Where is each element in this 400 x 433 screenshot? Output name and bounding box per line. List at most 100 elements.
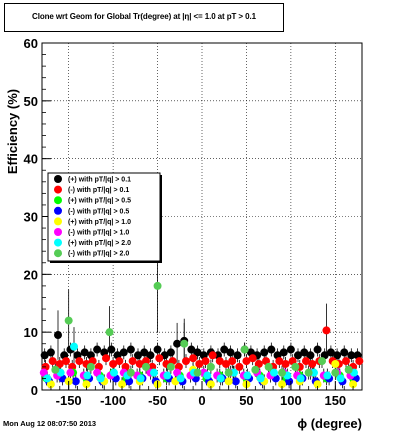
data-point [153,281,162,290]
data-point [96,374,105,383]
data-point [203,371,212,380]
data-point [220,345,229,354]
data-point [226,348,235,357]
data-point [153,345,162,354]
data-point [248,354,257,363]
data-point [193,348,202,357]
data-point [155,354,164,363]
data-point [195,359,204,368]
data-point [251,365,260,374]
data-point [331,368,340,377]
y-tick-label: 20 [24,267,38,282]
x-tick-label: 0 [198,393,205,408]
data-point [146,351,155,360]
data-point [313,345,322,354]
data-point [304,368,313,377]
legend-label: (-) with pT/|q| > 0.5 [68,208,129,215]
data-point [166,348,175,357]
data-point [294,351,302,360]
legend-label: (-) with pT/|q| > 2.0 [68,251,129,258]
data-point [235,362,244,371]
data-point [189,354,198,363]
data-point [206,362,215,371]
data-point [275,357,284,366]
data-point [75,357,84,366]
legend-marker [54,185,62,194]
title-box: Clone wrt Geom for Global Tr(degree) at … [4,3,284,32]
data-point [80,348,89,357]
data-point [70,342,78,351]
data-point [182,357,190,366]
legend-marker [54,217,62,226]
data-point [336,374,345,383]
data-point [118,380,126,389]
data-point [206,380,215,389]
data-point [135,359,144,368]
legend-box [47,172,161,262]
data-point [224,368,233,377]
data-point [201,357,210,366]
legend-label: (+) with pT/|q| > 1.0 [68,219,131,226]
data-point [340,348,349,357]
legend-label: (+) with pT/|q| > 2.0 [68,240,131,247]
y-tick-label: 30 [24,210,38,225]
data-point [279,348,288,357]
legend-label: (-) with pT/|q| > 1.0 [68,230,129,237]
data-point [46,348,55,357]
data-point [233,351,242,360]
data-point [300,348,309,357]
data-point [86,362,95,371]
data-point [215,357,224,366]
data-point [222,359,230,368]
data-point [93,345,102,354]
y-tick-label: 60 [24,36,38,51]
data-point [256,374,265,383]
y-tick-label: 40 [24,152,38,167]
data-point [333,351,342,360]
y-axis-title: Efficiency (%) [5,89,20,174]
data-point [208,351,217,360]
data-point [64,316,73,325]
data-point [126,368,135,377]
data-point [313,380,322,389]
data-point [180,339,189,348]
x-tick-label: -50 [148,393,167,408]
data-point [51,365,60,374]
data-point [264,362,273,371]
data-point [39,368,48,377]
data-point [173,368,182,377]
data-point [291,362,300,371]
y-tick-label: 50 [24,94,38,109]
data-point [110,368,118,377]
x-tick-label: 150 [324,393,346,408]
data-point [296,374,305,383]
data-point [267,345,276,354]
x-tick-label: -150 [56,393,82,408]
x-axis-title: ϕ (degree) [297,416,362,431]
y-tick-label: 10 [24,325,38,340]
data-point [140,348,149,357]
data-point [260,348,269,357]
data-point [242,357,251,366]
data-point [243,371,252,380]
legend-marker [54,238,62,247]
data-point [224,377,233,386]
data-point [228,357,237,366]
data-point [193,368,202,377]
x-tick-label: 100 [280,393,302,408]
data-point [331,359,340,368]
data-point [173,339,182,348]
data-point [62,357,70,366]
data-point [281,359,290,368]
x-tick-label: 50 [239,393,253,408]
data-point [126,345,135,354]
data-point [306,351,315,360]
data-point [82,380,91,389]
data-point [323,371,332,380]
axis-ticks [41,42,363,391]
data-point [326,348,335,357]
date-stamp: Mon Aug 12 08:07:50 2013 [3,419,97,428]
data-point [54,331,62,340]
data-point [302,357,310,366]
